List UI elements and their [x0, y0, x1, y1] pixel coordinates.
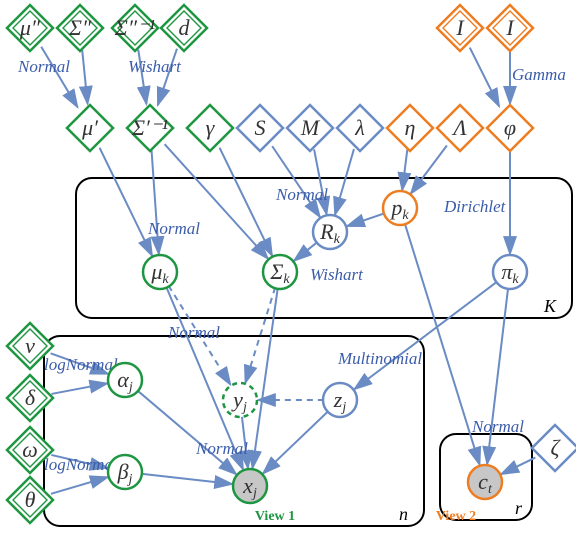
view-label-0: View 1 [255, 509, 295, 524]
node-label-delta: δ [25, 385, 36, 410]
edge-label-8: Multinomial [337, 349, 422, 368]
edge-label-2: Gamma [512, 65, 566, 84]
node-label-SigPP: Σ″ [68, 15, 92, 40]
edge-label-11: Normal [195, 439, 248, 458]
node-label-SigP: Σ′⁻¹ [131, 115, 168, 140]
node-label-S: S [255, 115, 266, 140]
node-label-theta: θ [25, 487, 36, 512]
edge-label-3: Normal [275, 185, 328, 204]
node-zj: zj [323, 383, 357, 417]
node-Rk: Rk [313, 215, 347, 249]
edge-label-6: Dirichlet [443, 197, 507, 216]
node-label-M: M [300, 115, 321, 140]
plate-label-plateR: r [515, 498, 523, 518]
node-pik: πk [493, 255, 527, 289]
plate-label-plateN: n [399, 504, 408, 524]
edge-label-0: Normal [17, 57, 70, 76]
edge-label-12: Normal [471, 417, 524, 436]
edge-label-9: logNormal [44, 355, 118, 374]
edge-label-4: Normal [147, 219, 200, 238]
bayesian-plate-diagram: Kn r Normal Wishart Gamma Normal Normal Wishart… [0, 0, 576, 544]
node-label-eta: η [405, 115, 416, 140]
node-yj: yj [223, 383, 257, 417]
view-label-1: View 2 [436, 509, 476, 524]
node-xj: xj [233, 469, 267, 503]
node-muk: μk [143, 255, 177, 289]
edge-label-5: Wishart [310, 265, 364, 284]
node-ct: ct [468, 465, 502, 499]
node-label-d: d [179, 15, 191, 40]
node-label-phi: φ [504, 115, 516, 140]
node-alphaj: αj [108, 363, 142, 397]
node-label-omega: ω [22, 437, 38, 462]
node-pk: pk [383, 191, 417, 225]
node-label-gamma: γ [206, 115, 216, 140]
node-label-muPP: μ″ [19, 15, 41, 40]
node-label-lambda: λ [354, 115, 365, 140]
edge-label-1: Wishart [128, 57, 182, 76]
plate-label-plateK: K [543, 296, 557, 316]
node-label-muP: μ′ [81, 115, 99, 140]
node-label-nu: ν [25, 333, 35, 358]
node-label-Lambda: Λ [451, 115, 467, 140]
node-Sigk: Σk [263, 255, 297, 289]
node-betaj: βj [108, 455, 142, 489]
node-label-SigPPi: Σ″⁻¹ [114, 15, 155, 40]
edge-label-7: Normal [167, 323, 220, 342]
